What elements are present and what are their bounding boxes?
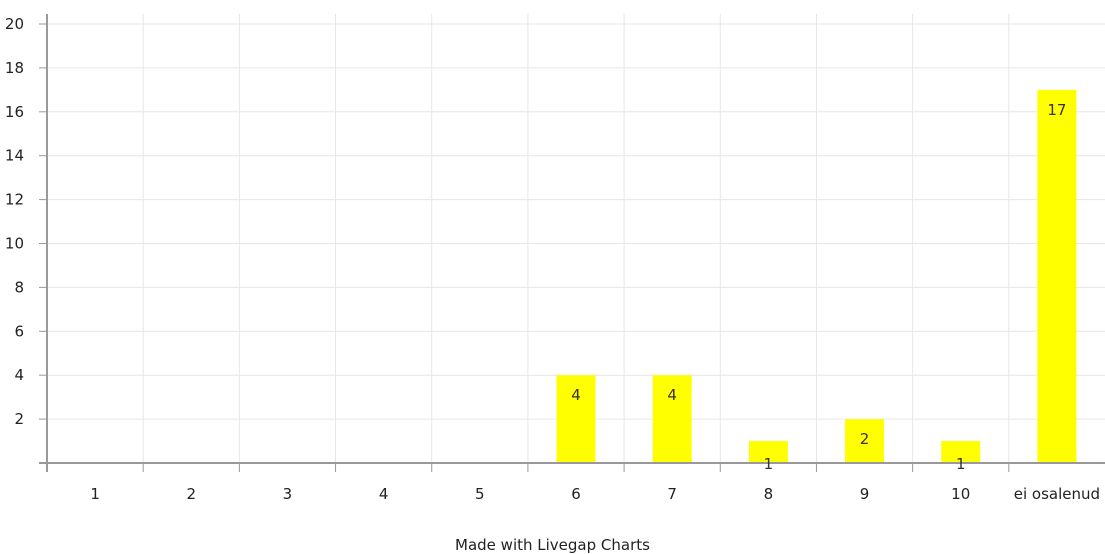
y-tick-label: 2 <box>14 410 24 428</box>
y-tick-label: 16 <box>5 103 24 121</box>
x-tick-label: 2 <box>186 485 196 503</box>
y-tick-label: 6 <box>14 322 24 340</box>
data-label: 1 <box>956 455 966 473</box>
y-tick-labels: 2 4 6 8 10 12 14 16 18 20 <box>5 15 24 428</box>
y-tick-label: 14 <box>5 147 24 165</box>
bar[interactable] <box>556 375 596 463</box>
data-label: 17 <box>1047 101 1066 119</box>
x-tick-label: ei osalenud <box>1014 485 1100 503</box>
x-tick-label: 8 <box>764 485 774 503</box>
data-labels: 4 4 1 2 1 17 <box>571 101 1066 473</box>
vertical-gridlines <box>142 14 1010 463</box>
data-label: 2 <box>860 430 870 448</box>
data-label: 4 <box>667 386 677 404</box>
bars <box>556 89 1077 463</box>
horizontal-gridlines <box>47 23 1105 420</box>
bar[interactable] <box>1037 89 1077 463</box>
x-tick-label: 1 <box>90 485 100 503</box>
y-tick-label: 20 <box>5 15 24 33</box>
bar[interactable] <box>941 441 981 463</box>
x-tick-label: 3 <box>283 485 293 503</box>
bar[interactable] <box>748 441 788 463</box>
y-tick-label: 10 <box>5 235 24 253</box>
x-tick-label: 7 <box>667 485 677 503</box>
data-label: 4 <box>571 386 581 404</box>
x-tick-label: 6 <box>571 485 581 503</box>
data-label: 1 <box>764 455 774 473</box>
bar[interactable] <box>652 375 692 463</box>
x-tick-label: 9 <box>860 485 870 503</box>
x-tick-label: 5 <box>475 485 485 503</box>
x-tick-labels: 1 2 3 4 5 6 7 8 9 10 ei osalenud <box>90 485 1100 503</box>
x-tick-label: 10 <box>951 485 970 503</box>
y-tick-label: 12 <box>5 191 24 209</box>
axes <box>39 14 1105 472</box>
credit-text: Made with Livegap Charts <box>455 536 650 554</box>
x-tick-label: 4 <box>379 485 389 503</box>
bar[interactable] <box>845 419 885 463</box>
y-tick-label: 4 <box>14 366 24 384</box>
y-tick-label: 8 <box>14 278 24 296</box>
y-tick-label: 18 <box>5 59 24 77</box>
